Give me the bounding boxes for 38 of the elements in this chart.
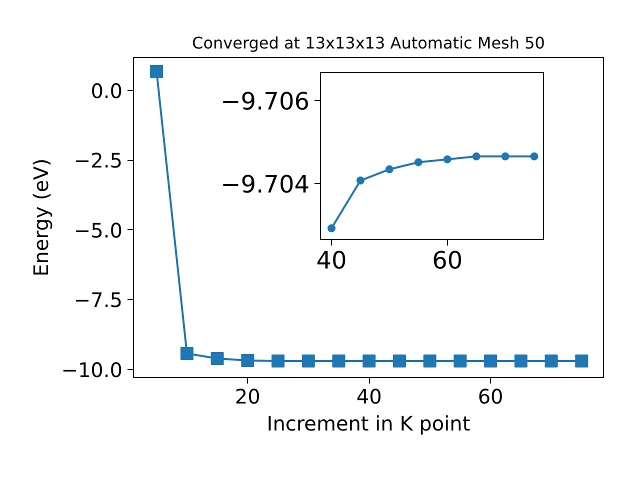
point [514,354,528,368]
point [385,165,394,174]
point [484,354,498,368]
chart-title: Converged at 13x13x13 Automatic Mesh 50 [192,34,545,52]
point [356,176,364,185]
point [472,152,480,160]
x-tick-label: 60 [478,384,504,408]
point [328,224,336,232]
point [210,352,224,366]
y-tick-label: 0.0 [90,78,123,103]
point [544,354,558,368]
point [414,158,422,166]
point [272,354,285,368]
y-tick-label: −5.0 [74,218,123,242]
y-axis-title: Energy (eV) [29,158,54,276]
y-tick-label: −9.704 [220,170,310,198]
point [575,354,588,368]
point [332,354,346,368]
point [423,354,436,368]
point [392,354,406,368]
y-tick-label: −9.706 [220,87,310,116]
point [150,64,164,78]
x-axis-title: Increment in K point [266,412,470,436]
point [454,354,467,368]
x-tick-label: 20 [234,384,260,408]
x-tick-label: 40 [316,246,347,274]
point [443,155,452,164]
point [530,152,538,160]
y-tick-label: −7.5 [74,288,123,312]
point [180,347,194,360]
point [241,354,254,367]
point [302,354,315,368]
point [362,354,376,368]
x-tick-label: 40 [356,384,382,408]
y-tick-label: −2.5 [74,148,123,173]
x-tick-label: 60 [432,246,463,274]
y-tick-label: −10.0 [61,358,123,382]
point [501,152,510,160]
